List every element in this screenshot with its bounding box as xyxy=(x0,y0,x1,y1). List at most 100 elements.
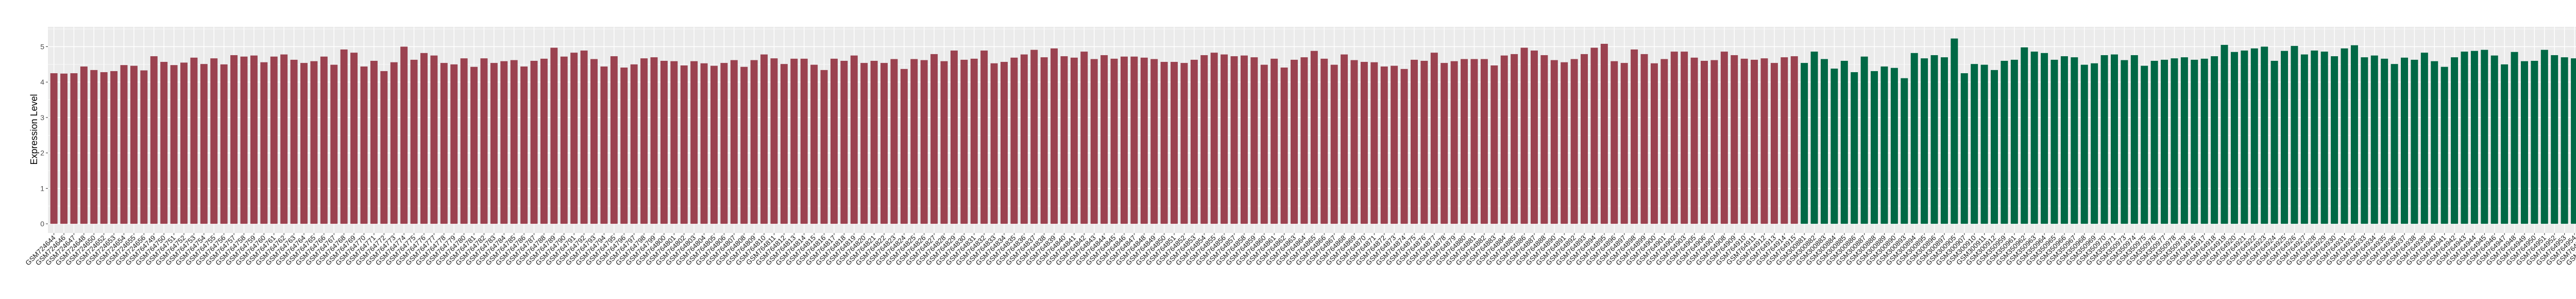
bar xyxy=(980,51,988,224)
y-tick-label: 1 xyxy=(40,184,44,192)
bar xyxy=(1360,62,1368,224)
bar xyxy=(50,73,58,224)
bar xyxy=(200,64,208,224)
bar xyxy=(2071,57,2078,224)
bar xyxy=(2100,55,2108,224)
bar xyxy=(280,54,288,224)
bar xyxy=(1851,72,1858,224)
bar xyxy=(710,65,718,224)
bar xyxy=(2130,55,2138,224)
bar xyxy=(900,69,908,224)
bar xyxy=(1300,57,1308,224)
bar xyxy=(860,63,868,224)
bar xyxy=(1940,57,1948,224)
bar xyxy=(620,68,628,224)
bar xyxy=(2030,52,2038,224)
bar xyxy=(1240,55,1248,224)
bar xyxy=(1971,64,1978,224)
bar xyxy=(1450,61,1458,224)
bar xyxy=(2571,58,2576,224)
bar xyxy=(590,59,598,224)
bar xyxy=(290,59,298,224)
bar xyxy=(1690,57,1698,224)
bar xyxy=(400,46,408,224)
bar xyxy=(2200,58,2208,224)
bar xyxy=(1210,53,1218,224)
bar xyxy=(1461,59,1468,224)
bar xyxy=(1781,57,1788,224)
bar xyxy=(1400,69,1408,224)
bar xyxy=(1670,52,1678,224)
bar xyxy=(1860,56,1868,224)
bar xyxy=(1540,55,1548,224)
bar xyxy=(730,60,738,224)
bar xyxy=(1710,60,1718,224)
bar xyxy=(1310,51,1318,224)
bar xyxy=(1790,56,1798,224)
bar xyxy=(1520,47,1528,224)
bar xyxy=(2300,54,2308,224)
bar xyxy=(2311,51,2318,224)
bar xyxy=(1511,54,1518,224)
bar xyxy=(1910,53,1918,224)
y-axis-title: Expression Level xyxy=(29,94,39,164)
bar xyxy=(2021,47,2028,224)
bar xyxy=(350,53,358,224)
bar xyxy=(1050,48,1058,224)
bar xyxy=(850,55,858,224)
bar xyxy=(2470,51,2478,224)
x-axis: GSM724644GSM724646GSM724647GSM724648GSM7… xyxy=(24,233,2576,267)
bar xyxy=(930,54,938,224)
bar xyxy=(2551,55,2558,224)
bar xyxy=(890,59,898,224)
bar xyxy=(800,58,808,224)
bar xyxy=(960,59,968,224)
bar xyxy=(690,61,698,224)
bar xyxy=(390,62,398,224)
bar xyxy=(1060,56,1068,224)
bar xyxy=(1120,56,1128,224)
bar xyxy=(1600,43,1608,224)
bar xyxy=(700,63,708,224)
bar xyxy=(1171,62,1178,224)
bar xyxy=(2221,45,2228,224)
bar xyxy=(2520,61,2528,224)
bar xyxy=(1590,47,1598,224)
y-tick-label: 2 xyxy=(40,149,44,157)
bar xyxy=(1430,53,1438,224)
bar xyxy=(1581,54,1588,224)
bar xyxy=(750,60,758,224)
bar xyxy=(260,62,268,224)
bar xyxy=(910,59,918,224)
bar xyxy=(1660,59,1668,224)
bar xyxy=(480,58,488,224)
bar xyxy=(1260,64,1268,224)
bar xyxy=(540,58,548,224)
bar xyxy=(2121,60,2128,224)
bar xyxy=(1991,70,1998,224)
bar xyxy=(2041,53,2048,224)
bar xyxy=(1470,59,1478,224)
bar xyxy=(1760,58,1768,224)
bar xyxy=(380,71,388,224)
bar xyxy=(2250,48,2258,224)
bar xyxy=(1010,57,1018,224)
bar xyxy=(1650,63,1658,224)
bar xyxy=(1190,59,1198,224)
bar xyxy=(520,66,528,224)
bar xyxy=(420,53,428,224)
bar xyxy=(740,67,748,224)
bar xyxy=(1080,52,1088,224)
bar xyxy=(2161,59,2168,224)
bar xyxy=(2291,46,2298,224)
bar xyxy=(1250,57,1258,224)
bar xyxy=(2180,57,2188,224)
bar xyxy=(240,56,248,224)
bar xyxy=(1200,55,1208,224)
bar xyxy=(430,55,438,224)
bar xyxy=(140,70,148,224)
bar xyxy=(560,56,568,224)
bar xyxy=(2230,52,2238,224)
bar xyxy=(720,63,728,224)
